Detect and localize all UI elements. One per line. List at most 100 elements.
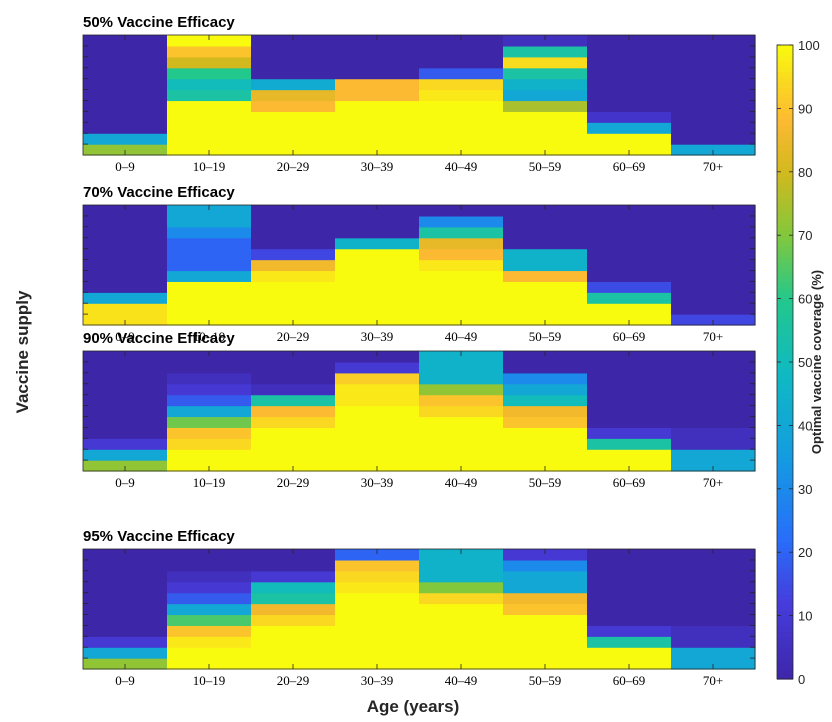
colorbar-segment <box>777 235 793 242</box>
heatmap-cell <box>503 372 588 385</box>
heatmap-cell <box>167 647 252 659</box>
heatmap-cell <box>587 603 672 616</box>
heatmap-cell <box>671 67 756 80</box>
heatmap-cell <box>503 314 588 326</box>
x-tick-label: 50–59 <box>529 329 562 344</box>
x-tick-label: 0–9 <box>115 329 135 344</box>
heatmap-cell <box>251 292 336 304</box>
x-tick-label: 10–19 <box>193 673 226 688</box>
colorbar-segment <box>777 256 793 263</box>
heatmap-cell <box>419 237 504 250</box>
heatmap-cell <box>587 592 672 605</box>
heatmap-cell <box>503 405 588 418</box>
colorbar-segment <box>777 298 793 305</box>
heatmap-cell <box>251 78 336 91</box>
colorbar-segment <box>777 92 793 99</box>
heatmap-cell <box>335 416 420 428</box>
heatmap-cell <box>251 658 336 670</box>
colorbar-segment <box>777 494 793 500</box>
heatmap-cell <box>503 614 588 626</box>
heatmap-cell <box>251 549 336 561</box>
colorbar-tick-label: 80 <box>798 165 812 180</box>
x-tick-label: 40–49 <box>445 475 478 490</box>
x-tick-label: 50–59 <box>529 673 562 688</box>
heatmap-cell <box>419 248 504 261</box>
heatmap-cell <box>83 549 168 561</box>
colorbar-segment <box>777 129 793 136</box>
panel-frame <box>82 350 756 472</box>
heatmap-cell <box>671 351 756 363</box>
colorbar-segment <box>777 288 793 294</box>
heatmap-cell <box>83 314 168 326</box>
colorbar-segment <box>777 340 793 347</box>
heatmap-cell <box>335 614 420 626</box>
x-tick-label: 30–39 <box>361 673 394 688</box>
heatmap-cell <box>587 205 672 217</box>
heatmap-cell <box>587 438 672 450</box>
heatmap-cell <box>335 449 420 461</box>
colorbar-segment <box>777 66 793 73</box>
heatmap-cell <box>83 89 168 102</box>
heatmap-cell <box>167 314 252 326</box>
heatmap-cell <box>587 361 672 374</box>
heatmap-cell <box>251 592 336 605</box>
heatmap-cell <box>671 133 756 145</box>
heatmap-cell <box>167 35 252 47</box>
heatmap-cell <box>167 614 252 626</box>
heatmap-cell <box>167 549 252 561</box>
heatmap-cell <box>335 460 420 472</box>
heatmap-cell <box>83 570 168 583</box>
heatmap-cell <box>251 133 336 145</box>
heatmap-cell <box>83 78 168 91</box>
colorbar-segment <box>777 303 793 310</box>
heatmap-cell <box>503 122 588 134</box>
heatmap-cell <box>335 45 420 58</box>
heatmap-cell <box>251 570 336 583</box>
colorbar-segment <box>777 610 793 617</box>
heatmap-cell <box>251 559 336 572</box>
heatmap-cell <box>167 581 252 594</box>
x-tick-label: 20–29 <box>277 673 310 688</box>
heatmap-cell <box>251 581 336 594</box>
heatmap-cell <box>503 111 588 123</box>
colorbar-segment <box>777 203 793 210</box>
heatmap-cell <box>419 361 504 374</box>
heatmap-cell <box>587 215 672 228</box>
colorbar-segment <box>777 293 793 300</box>
colorbar-segment <box>777 124 793 131</box>
heatmap-cell <box>251 89 336 102</box>
heatmap-cell <box>671 111 756 123</box>
colorbar-segment <box>777 509 793 516</box>
heatmap-cell <box>587 549 672 561</box>
heatmap-cell <box>419 67 504 80</box>
heatmap-cell <box>167 89 252 102</box>
colorbar-segment <box>777 636 793 643</box>
heatmap-cell <box>83 144 168 156</box>
panel-frame <box>82 548 756 670</box>
heatmap-cell <box>335 111 420 123</box>
heatmap-cell <box>419 281 504 293</box>
heatmap-cell <box>251 215 336 228</box>
heatmap-cell <box>419 592 504 605</box>
colorbar-segment <box>777 177 793 183</box>
heatmap-cell <box>587 427 672 439</box>
heatmap-cell <box>167 351 252 363</box>
heatmap-cell <box>419 270 504 282</box>
heatmap-cell <box>335 133 420 145</box>
heatmap-cell <box>419 56 504 69</box>
heatmap-cell <box>503 581 588 594</box>
colorbar-segment <box>777 372 793 379</box>
heatmap-cell <box>335 361 420 374</box>
heatmap-cell <box>335 67 420 80</box>
heatmap-cell <box>167 460 252 472</box>
colorbar-segment <box>777 330 793 337</box>
colorbar-segment <box>777 261 793 268</box>
heatmap-cell <box>167 67 252 80</box>
x-tick-label: 70+ <box>703 329 723 344</box>
heatmap-cell <box>167 372 252 385</box>
colorbar-segment <box>777 50 793 57</box>
colorbar-segment <box>777 562 793 569</box>
heatmap-cell <box>167 281 252 293</box>
x-tick-label: 50–59 <box>529 475 562 490</box>
colorbar-segment <box>777 240 793 247</box>
